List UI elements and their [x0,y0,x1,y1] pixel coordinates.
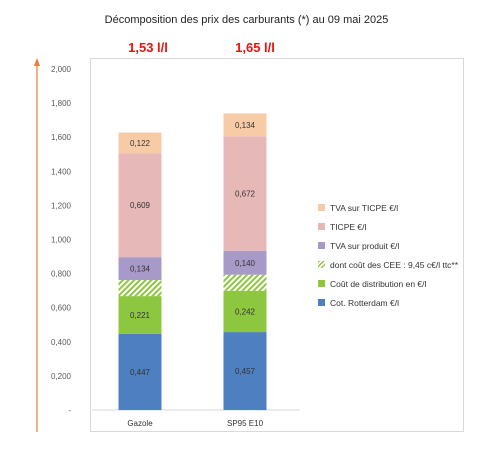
legend-label: Coût de distribution en €/l [330,278,427,289]
legend-label: TICPE €/l [330,221,367,232]
bar-segment [118,333,162,410]
bar-segment [118,153,162,258]
legend-item: Cot. Rotterdam €/l [318,293,458,312]
y-tick-label: 2,000 [51,65,72,74]
legend-item: TVA sur TICPE €/l [318,198,458,217]
y-tick-label: 0,800 [51,270,72,279]
bar-segment [223,290,267,333]
bar-segment [118,132,162,154]
legend-label: TVA sur TICPE €/l [330,202,399,213]
plot-area [90,58,464,432]
data-label: 0,609 [130,201,151,210]
data-label: 0,221 [130,311,151,320]
data-label: 0,134 [130,265,151,274]
bar-segment [118,257,162,280]
legend-label: dont coût des CEE : 9,45 c€/l ttc** [330,259,459,270]
x-category-label: SP95 E10 [227,419,264,428]
bar-segment [223,136,267,251]
bar-segment [223,113,267,137]
legend-swatch [318,280,325,287]
bar-segment [223,274,267,291]
bar-segment [118,296,162,334]
bar-segment [223,332,267,410]
legend-item: TVA sur produit €/l [318,236,458,255]
y-tick-label: 0,400 [51,338,72,347]
bar-segment [118,279,162,297]
legend: TVA sur TICPE €/l TICPE €/l TVA sur produi… [318,198,458,312]
legend-label: Cot. Rotterdam €/l [330,297,399,308]
data-label: 0,140 [235,259,256,268]
total-price-sp95: 1,65 l/l [235,40,275,55]
legend-item: Coût de distribution en €/l [318,274,458,293]
data-label: 0,457 [235,367,256,376]
legend-swatch [318,223,325,230]
legend-swatch [318,299,325,306]
legend-swatch [318,242,325,249]
y-tick-label: 1,400 [51,167,72,176]
y-tick-label: 0,200 [51,372,72,381]
y-tick-label: - [68,406,71,415]
data-label: 0,672 [235,190,256,199]
data-label: 0,447 [130,368,151,377]
legend-swatch [318,204,325,211]
y-tick-label: 1,200 [51,201,72,210]
total-price-gazole: 1,53 l/l [128,40,168,55]
legend-swatch [318,261,325,268]
y-tick-label: 1,000 [51,236,72,245]
legend-item: dont coût des CEE : 9,45 c€/l ttc** [318,255,458,274]
legend-item: TICPE €/l [318,217,458,236]
chart-title: Décomposition des prix des carburants (*… [104,14,389,26]
data-label: 0,134 [235,121,256,130]
y-tick-label: 0,600 [51,304,72,313]
y-tick-label: 1,800 [51,99,72,108]
bar-segment [223,250,267,275]
y-tick-label: 1,600 [51,133,72,142]
data-label: 0,242 [235,307,256,316]
x-category-label: Gazole [127,419,153,428]
legend-label: TVA sur produit €/l [330,240,400,251]
y-axis-arrow-head [34,58,40,66]
data-label: 0,122 [130,139,151,148]
